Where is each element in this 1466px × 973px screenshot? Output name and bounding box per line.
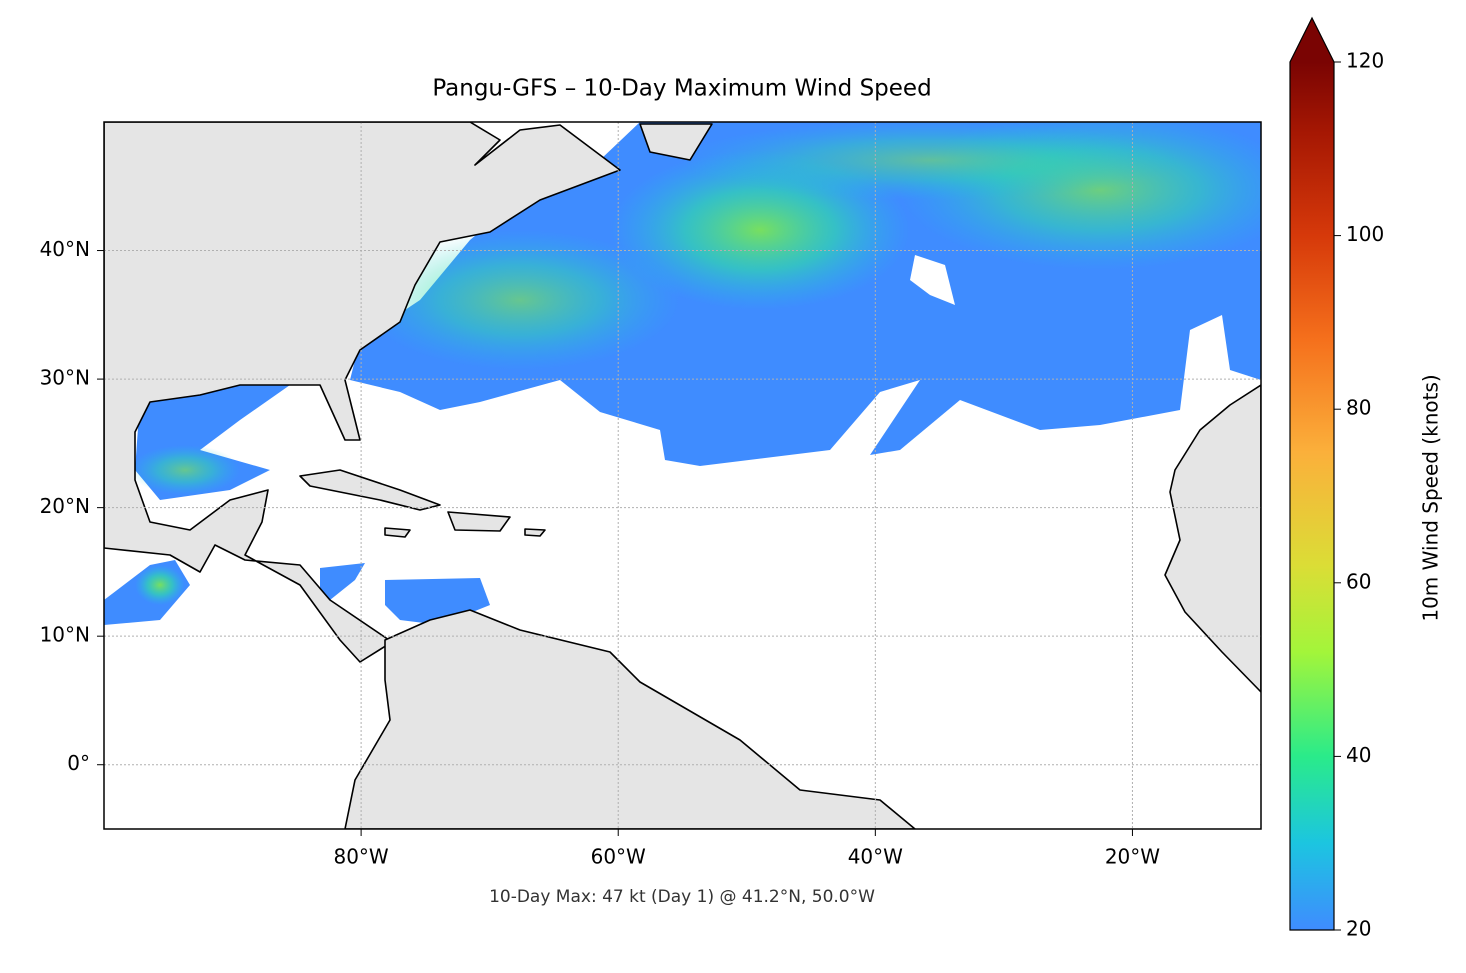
y-tick-label: 30°N xyxy=(40,366,90,390)
islands xyxy=(384,527,546,538)
x-tick-label: 20°W xyxy=(1105,845,1160,869)
wind-field xyxy=(320,563,365,605)
colorbar-extend xyxy=(1290,18,1334,62)
colorbar-tick-label: 20 xyxy=(1346,917,1371,941)
x-tick-label: 60°W xyxy=(591,845,646,869)
y-tick-label: 10°N xyxy=(40,623,90,647)
wind-field xyxy=(360,230,680,370)
map-frame xyxy=(103,121,1262,830)
wind-gap xyxy=(910,255,955,305)
colorbar-tick-label: 80 xyxy=(1346,396,1371,420)
north-america xyxy=(104,122,621,663)
annotation: 10-Day Max: 47 kt (Day 1) @ 41.2°N, 50.0… xyxy=(489,887,875,907)
colorbar-tick-label: 60 xyxy=(1346,569,1371,593)
wind-field xyxy=(680,122,1180,200)
grid xyxy=(104,122,1261,829)
map-area xyxy=(104,122,1261,829)
hispaniola xyxy=(447,511,511,532)
chart-title: Pangu-GFS – 10-Day Maximum Wind Speed xyxy=(432,76,931,102)
y-tick-label: 0° xyxy=(67,751,90,775)
colorbar-frame xyxy=(1289,16,1335,931)
colorbar xyxy=(1290,62,1334,930)
wind-field xyxy=(135,565,185,605)
newfoundland xyxy=(639,123,713,161)
africa xyxy=(1164,384,1261,693)
x-tick-label: 80°W xyxy=(333,845,388,869)
y-tick-label: 40°N xyxy=(40,237,90,261)
colorbar-tick-label: 120 xyxy=(1346,49,1384,73)
x-tick-label: 40°W xyxy=(848,845,903,869)
south-america xyxy=(344,609,916,829)
y-tick-label: 20°N xyxy=(40,494,90,518)
colorbar-label: 10m Wind Speed (knots) xyxy=(1419,374,1443,621)
wind-field xyxy=(130,445,240,495)
colorbar-tick-label: 40 xyxy=(1346,743,1371,767)
colorbar-tick-label: 100 xyxy=(1346,222,1384,246)
